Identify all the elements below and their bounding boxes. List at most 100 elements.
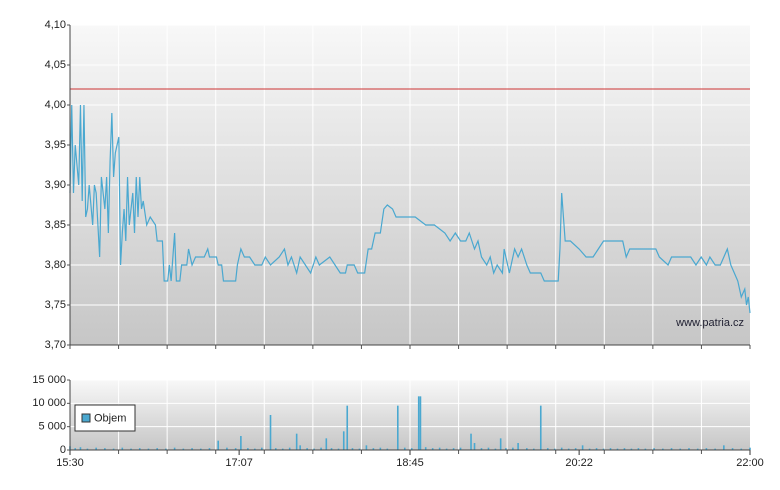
volume-bar [165,448,167,450]
volume-bar [588,448,591,450]
volume-bar [505,448,507,450]
volume-bar [358,448,361,450]
volume-bar [86,448,89,450]
legend: Objem [74,404,136,432]
volume-bar [723,445,725,450]
volume-bar [623,448,626,450]
volume-bar [670,448,673,450]
y-tick-label: 4,00 [45,99,66,111]
volume-bar [637,448,640,450]
volume-bar [417,396,420,450]
volume-bar [602,448,605,450]
volume-bar [679,448,682,450]
volume-bar [372,448,375,450]
volume-bar [234,448,237,450]
volume-bar [254,448,256,450]
volume-bar [517,443,519,450]
volume-bar [217,440,220,450]
volume-bar [553,448,556,450]
volume-bar [281,448,284,450]
volume-bar [247,448,249,450]
y-tick-label: 3,75 [45,299,66,311]
volume-bar [560,447,563,450]
volume-bar [567,448,570,450]
volume-bar [112,448,115,450]
volume-bar [74,448,77,450]
volume-bar [208,448,211,450]
volume-bar [79,447,82,450]
volume-bar [313,448,315,450]
volume-bar [288,447,291,450]
volume-bar [452,448,455,450]
volume-bar [595,448,598,450]
volume-bar [410,448,413,450]
volume-bar [705,448,708,450]
y-tick-label: 5 000 [38,421,66,433]
volume-bar [539,405,542,450]
volume-bar [445,448,448,450]
x-tick-label: 20:22 [565,457,593,469]
volume-bar [156,448,158,450]
volume-bar [696,448,699,450]
volume-bar [365,445,368,450]
volume-bar [616,448,619,450]
volume-bar [346,405,349,450]
volume-bar [147,448,150,450]
volume-bar [325,438,328,450]
y-tick-label: 3,80 [45,259,66,271]
volume-bar [342,431,345,450]
y-tick-label: 3,95 [45,139,66,151]
y-tick-label: 4,10 [45,19,66,31]
volume-bar [424,447,427,450]
volume-bar [138,448,141,450]
watermark: www.patria.cz [675,317,744,329]
price-line [69,104,751,314]
volume-bar [473,443,476,450]
volume-bar [431,448,434,450]
y-tick-label: 3,85 [45,219,66,231]
volume-bar [714,448,716,450]
volume-bar [740,448,743,450]
volume-bar [199,448,202,450]
volume-bar [274,448,277,450]
y-tick-label: 3,90 [45,179,66,191]
y-tick-label: 0 [60,444,66,456]
volume-bar [653,448,655,450]
volume-bar [581,445,584,450]
volume-bar [351,448,354,450]
x-tick-label: 18:45 [396,457,424,469]
volume-bar [419,396,422,450]
y-tick-label: 15 000 [32,374,66,386]
volume-bar [470,433,472,450]
legend-swatch [81,413,91,423]
volume-bar [182,448,185,450]
volume-bar [269,415,272,450]
volume-bar [644,448,647,450]
volume-bar [494,448,497,450]
volume-bar [459,447,462,450]
volume-bar [226,447,228,450]
volume-bar [396,405,399,450]
volume-bar [574,448,577,450]
x-tick-label: 22:00 [736,457,764,469]
volume-bar [662,448,664,450]
volume-bar [104,448,106,450]
volume-bar [499,438,502,450]
volume-bar [526,448,528,450]
x-tick-label: 17:07 [225,457,253,469]
volume-bar [121,447,124,450]
volume-bar [173,447,176,450]
volume-bar [240,436,242,450]
volume-bar [480,448,483,450]
volume-bar [379,447,382,450]
volume-bar [630,448,633,450]
x-tick-label: 15:30 [56,457,84,469]
volume-bar [299,445,301,450]
volume-bar [95,447,97,450]
volume-bar [438,447,441,450]
y-tick-label: 3,70 [45,339,66,351]
volume-bar [731,448,734,450]
legend-label: Objem [94,412,126,424]
